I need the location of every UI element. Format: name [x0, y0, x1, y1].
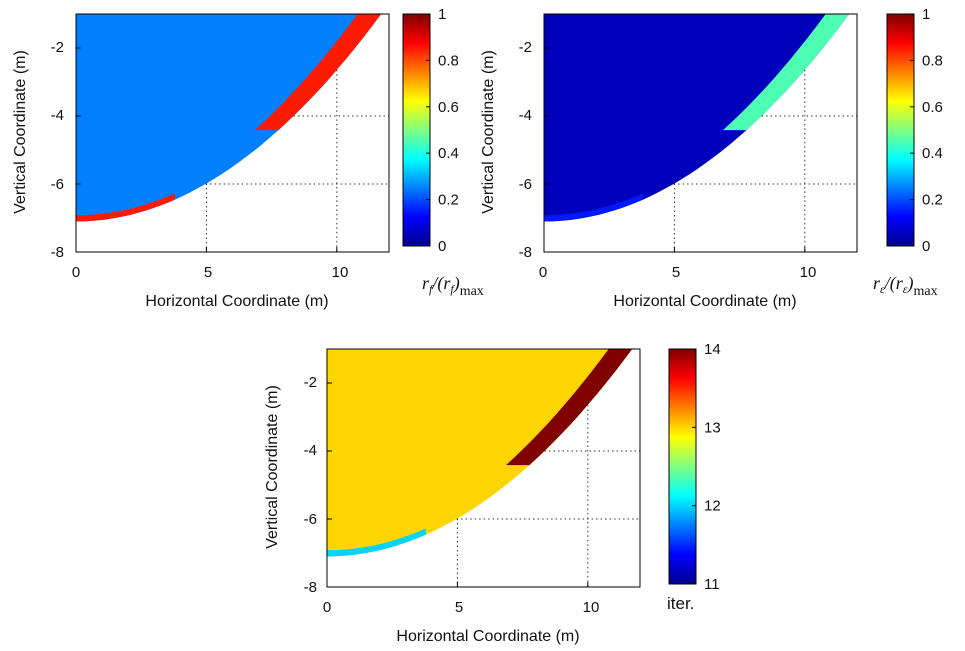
colorbar-gradient [668, 348, 697, 585]
edge-band-rf [255, 14, 382, 131]
y-tick-label: -8 [304, 579, 317, 596]
colorbar-tick-label: 0.2 [922, 192, 943, 209]
y-tick-label: -2 [51, 39, 64, 56]
x-tick-label: 10 [583, 599, 600, 616]
y-tick-label: -8 [51, 244, 64, 261]
y-ticks-re: -2 -4 -6 -8 [519, 39, 532, 261]
colorbar-tick-label: 0 [438, 238, 446, 255]
colorbar-rf: 0 0.2 0.4 0.6 0.8 1 [402, 6, 459, 255]
colorbar-gradient [402, 13, 431, 247]
x-tick-label: 0 [72, 264, 80, 281]
edge-band-iter [506, 349, 633, 466]
colorbar-re: 0 0.2 0.4 0.6 0.8 1 [886, 6, 943, 255]
y-tick-label: -4 [304, 442, 317, 459]
x-ticks-re: 0 5 10 [539, 264, 817, 281]
y-ticks-rf: -2 -4 -6 -8 [51, 39, 64, 261]
panel-re: 0 5 10 -2 -4 -6 -8 Horizontal Coordinate… [480, 6, 943, 310]
y-tick-label: -8 [519, 244, 532, 261]
axes-frame [75, 13, 390, 253]
x-tick-label: 10 [800, 264, 817, 281]
colorbar-gradient [886, 13, 915, 247]
colorbar-tick-label: 0.8 [922, 52, 943, 69]
colorbar-label-re: rε/(rε)max [873, 273, 938, 299]
axes-frame [326, 348, 641, 588]
colorbar-iter: 11 12 13 14 [668, 341, 721, 593]
colorbar-tick-label: 0.6 [438, 99, 459, 116]
edge-band-re [723, 14, 850, 131]
y-tick-label: -6 [304, 511, 317, 528]
colorbar-tick-label: 1 [922, 6, 930, 23]
x-axis-label-re: Horizontal Coordinate (m) [613, 293, 796, 310]
panel-iter: 0 5 10 -2 -4 -6 -8 Horizontal Coordinate… [264, 341, 721, 645]
x-ticks-rf: 0 5 10 [72, 264, 349, 281]
y-tick-label: -6 [519, 176, 532, 193]
axes-frame [543, 13, 858, 253]
y-axis-label-rf: Vertical Coordinate (m) [12, 50, 29, 214]
colorbar-label-iter: iter. [667, 594, 694, 613]
colorbar-tick-label: 0.4 [438, 145, 459, 162]
field-re [544, 14, 850, 222]
bottom-band-rf [76, 193, 175, 222]
colorbar-tick-label: 11 [704, 576, 720, 593]
panel-rf: 0 5 10 -2 -4 -6 -8 Horizontal Coordinate… [12, 6, 484, 310]
x-tick-label: 0 [323, 599, 331, 616]
colorbar-tick-label: 0.6 [922, 99, 943, 116]
plot-area-iter [326, 348, 641, 588]
y-tick-label: -2 [304, 374, 317, 391]
plot-area-re [543, 13, 858, 253]
colorbar-tick-label: 12 [704, 498, 721, 515]
x-tick-label: 5 [204, 264, 212, 281]
x-ticks-iter: 0 5 10 [323, 599, 600, 616]
x-tick-label: 5 [455, 599, 463, 616]
field-iter [327, 349, 633, 557]
colorbar-tick-label: 0.2 [438, 192, 459, 209]
x-tick-label: 0 [539, 264, 547, 281]
colorbar-tick-label: 0.4 [922, 145, 943, 162]
colorbar-tick-label: 14 [704, 341, 721, 358]
y-tick-label: -4 [51, 107, 64, 124]
colorbar-tick-label: 0 [922, 238, 930, 255]
y-axis-label-re: Vertical Coordinate (m) [480, 50, 497, 214]
x-tick-label: 5 [672, 264, 680, 281]
colorbar-tick-label: 0.8 [438, 52, 459, 69]
x-axis-label-iter: Horizontal Coordinate (m) [396, 628, 579, 645]
x-axis-label-rf: Horizontal Coordinate (m) [145, 293, 328, 310]
y-tick-label: -4 [519, 107, 532, 124]
x-tick-label: 10 [332, 264, 349, 281]
colorbar-tick-label: 13 [704, 419, 721, 436]
colorbar-label-rf: rf/(rf)max [422, 273, 484, 299]
y-ticks-iter: -2 -4 -6 -8 [304, 374, 317, 596]
y-axis-label-iter: Vertical Coordinate (m) [264, 385, 281, 549]
y-tick-label: -6 [51, 176, 64, 193]
bottom-band-iter [327, 528, 426, 557]
colorbar-tick-label: 1 [438, 6, 446, 23]
bottom-band-re [544, 193, 643, 222]
plot-area-rf [75, 13, 390, 253]
y-tick-label: -2 [519, 39, 532, 56]
field-rf [76, 14, 382, 222]
